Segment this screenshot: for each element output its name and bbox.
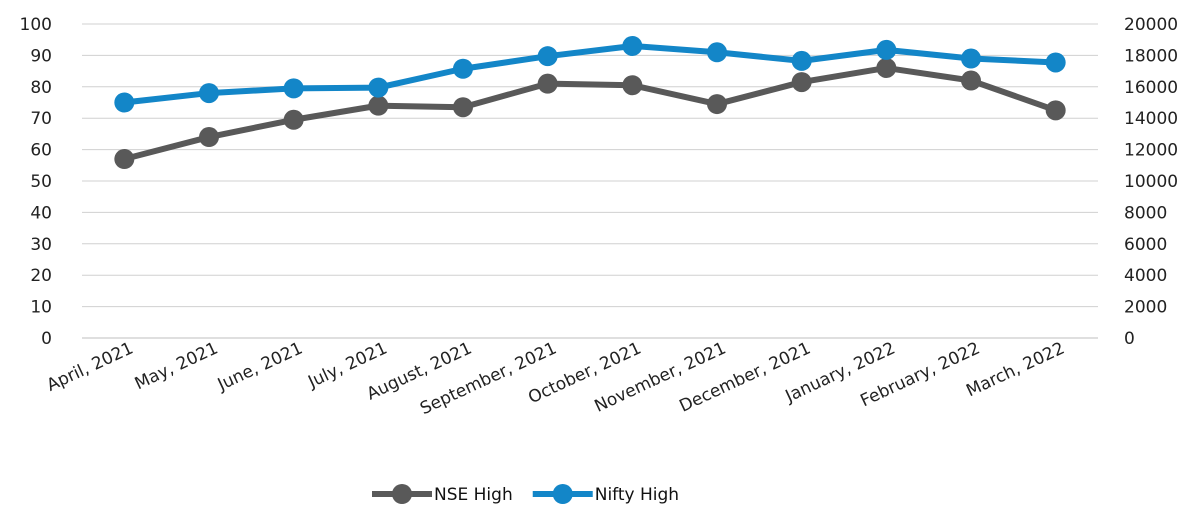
data-point [199, 127, 219, 148]
left-tick-label: 50 [30, 172, 52, 192]
data-point [791, 50, 812, 71]
left-tick-label: 70 [30, 109, 52, 129]
left-tick-label: 0 [41, 329, 52, 349]
series-line-1 [121, 42, 1059, 106]
data-point [961, 70, 981, 91]
legend-swatch-marker [552, 484, 573, 504]
right-tick-label: 0 [1124, 329, 1135, 349]
right-tick-label: 16000 [1124, 78, 1178, 98]
data-point [876, 57, 897, 78]
right-tick-label: 10000 [1124, 172, 1178, 192]
data-point [537, 73, 558, 94]
data-point [453, 97, 473, 118]
data-point [368, 95, 389, 116]
series-lines [121, 42, 1059, 163]
right-tick-label: 2000 [1124, 298, 1167, 318]
left-tick-label: 10 [30, 298, 52, 318]
left-tick-label: 60 [30, 141, 52, 161]
left-tick-label: 20 [30, 266, 52, 286]
data-point [622, 35, 643, 56]
right-tick-label: 8000 [1124, 203, 1167, 223]
legend-swatch-marker [392, 484, 412, 504]
data-point [622, 75, 643, 96]
data-point [1045, 52, 1066, 73]
data-point [876, 39, 897, 60]
right-tick-label: 12000 [1124, 141, 1178, 161]
right-tick-label: 6000 [1124, 235, 1167, 255]
data-point [453, 58, 473, 79]
series-points [114, 35, 1066, 170]
x-tick-label: May, 2021 [132, 338, 221, 394]
data-point [537, 46, 558, 67]
left-tick-label: 80 [30, 78, 52, 98]
left-tick-label: 30 [30, 235, 52, 255]
left-tick-label: 40 [30, 203, 52, 223]
data-point [368, 77, 389, 98]
right-axis-ticks: 0 2000 4000 6000 8000 10000 12000 14000 16000 180… [1124, 15, 1178, 349]
left-axis-ticks: 0 10 20 30 40 50 60 70 80 90 100 [20, 15, 52, 349]
data-point [707, 42, 727, 63]
right-tick-label: 14000 [1124, 109, 1178, 129]
data-point [791, 72, 812, 93]
right-tick-label: 20000 [1124, 15, 1178, 35]
legend: NSE High Nifty High [372, 484, 679, 505]
left-tick-label: 100 [20, 15, 52, 35]
data-point [1045, 100, 1066, 121]
right-tick-label: 18000 [1124, 46, 1178, 66]
legend-label: Nifty High [595, 485, 679, 505]
legend-label: NSE High [434, 485, 513, 505]
x-tick-label: June, 2021 [214, 338, 306, 395]
data-point [283, 78, 304, 99]
left-tick-label: 90 [30, 46, 52, 66]
data-point [283, 109, 304, 130]
data-point [114, 149, 135, 170]
data-point [707, 94, 727, 115]
data-point [199, 83, 219, 104]
data-point [961, 48, 981, 69]
series-line-0 [121, 64, 1059, 163]
gridlines [82, 23, 1098, 339]
right-tick-label: 4000 [1124, 266, 1167, 286]
x-tick-label: April, 2021 [44, 338, 137, 395]
data-point [114, 92, 135, 113]
